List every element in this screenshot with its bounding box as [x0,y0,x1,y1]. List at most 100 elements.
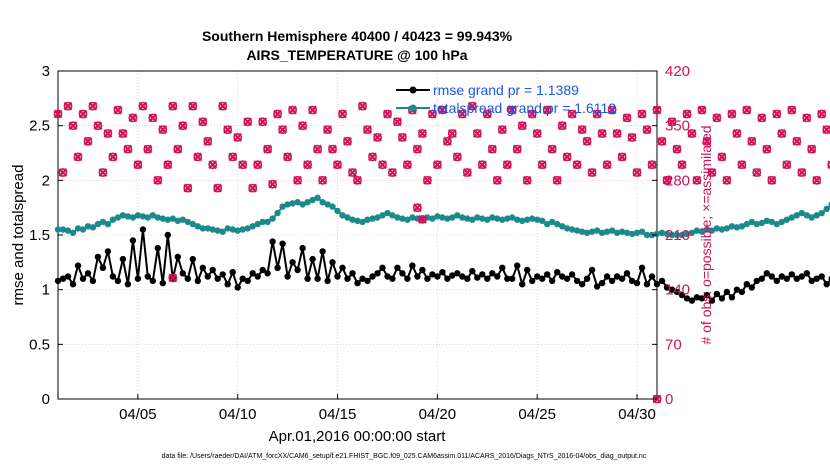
obs-assimilated-point-stroke [138,101,148,111]
obs-possible-point [417,129,427,138]
obs-assimilated-point [78,109,88,119]
obs-assimilated-point-stroke [742,105,752,115]
spread-point [159,215,166,222]
spread-point [269,215,276,222]
obs-annotation-possible [417,214,427,224]
spread-point [519,217,526,224]
obs-possible-point [113,105,123,115]
obs-assimilated-point-stroke [452,152,462,162]
obs-assimilated-point-stroke [113,105,123,115]
obs-assimilated-point [108,152,118,162]
obs-possible-point [358,101,367,111]
rmse-point [598,279,606,287]
obs-possible-point [712,113,722,123]
spread-point [109,216,117,223]
rmse-point [768,273,775,280]
obs-possible-point [168,101,178,111]
obs-assimilated-point-stroke [622,113,632,123]
obs-assimilated-point-stroke [208,160,218,170]
obs-possible-point [732,129,742,138]
obs-assimilated-point-stroke [93,121,103,131]
spread-series-layer [54,194,830,239]
obs-assimilated-point-stroke [88,101,98,111]
rmse-point [339,264,346,271]
spread-point [808,214,815,221]
rmse-point [514,262,521,269]
rmse-series-layer [54,226,830,304]
legend-rmse-label: rmse grand pr = 1.1389 [433,82,579,98]
rmse-point [304,275,311,282]
obs-assimilated-point-stroke [777,129,787,138]
spread-point [753,220,760,228]
rmse-point [359,275,366,282]
obs-assimilated-point [373,133,382,142]
y-left-tick-label: 1 [42,282,50,299]
obs-assimilated-point [687,129,697,138]
obs-assimilated-point-stroke [148,113,158,123]
obs-assimilated-point-stroke [273,109,282,119]
obs-assimilated-point-stroke [577,125,587,134]
obs-assimilated-point-stroke [323,125,332,134]
rmse-point [264,270,271,277]
obs-assimilated-point [712,113,722,123]
obs-assimilated-point [308,105,317,115]
obs-possible-point [462,168,472,177]
obs-possible-point [198,117,208,127]
obs-assimilated-point-stroke [547,144,557,154]
y-left-tick-label: 1.5 [29,227,50,244]
spread-point [64,227,72,234]
obs-possible-point [223,125,233,135]
obs-assimilated-point-stroke [707,168,717,177]
spread-point [119,212,127,219]
legend-spread-label: totalspread grand pr = 1.6112 [433,100,616,116]
obs-possible-point [183,183,193,193]
rmse-point [404,275,411,282]
obs-assimilated-point-stroke [737,160,747,170]
obs-possible-point [153,175,163,185]
obs-assimilated-point [707,168,717,177]
spread-point [464,215,471,222]
obs-assimilated-point-stroke [333,160,342,170]
obs-assimilated-point [273,109,282,119]
rmse-point [509,275,516,282]
obs-assimilated-point-stroke [747,136,757,146]
spread-point [364,216,371,223]
y-right-tick-label: 210 [665,227,690,244]
obs-annotation-possible [412,203,422,213]
obs-possible-point [68,121,78,131]
obs-assimilated-point [393,117,402,127]
spread-point [229,226,236,233]
spread-point [449,214,456,221]
obs-possible-point [672,144,682,154]
x-tick-label: 04/30 [618,406,656,423]
rmse-point [379,264,386,271]
rmse-point [823,281,830,288]
obs-possible-point [203,136,213,146]
spread-point [149,212,156,219]
obs-assimilated-point-stroke [168,101,178,111]
obs-assimilated-point-stroke [792,136,802,146]
obs-possible-point [88,101,98,111]
obs-possible-point [562,152,572,162]
obs-possible-point [238,160,248,170]
rmse-point [189,255,196,263]
rmse-point [544,271,551,278]
obs-assimilated-point-stroke [443,136,452,146]
obs-assimilated-point [457,109,467,119]
rmse-point [349,270,356,277]
rmse-point [653,281,661,288]
spread-point [74,225,82,232]
obs-assimilated-point-stroke [542,105,552,115]
obs-assimilated-point [143,144,153,154]
obs-assimilated-point-stroke [702,136,712,146]
spread-point [224,225,231,232]
obs-assimilated-point [612,129,622,138]
spread-point [409,214,416,221]
rmse-point [84,270,92,277]
obs-assimilated-point [757,113,767,123]
obs-possible-point [577,125,587,135]
obs-assimilated-point-stroke [248,183,258,193]
rmse-point [229,269,236,276]
obs-possible-point [782,160,792,170]
rmse-point [54,277,62,285]
